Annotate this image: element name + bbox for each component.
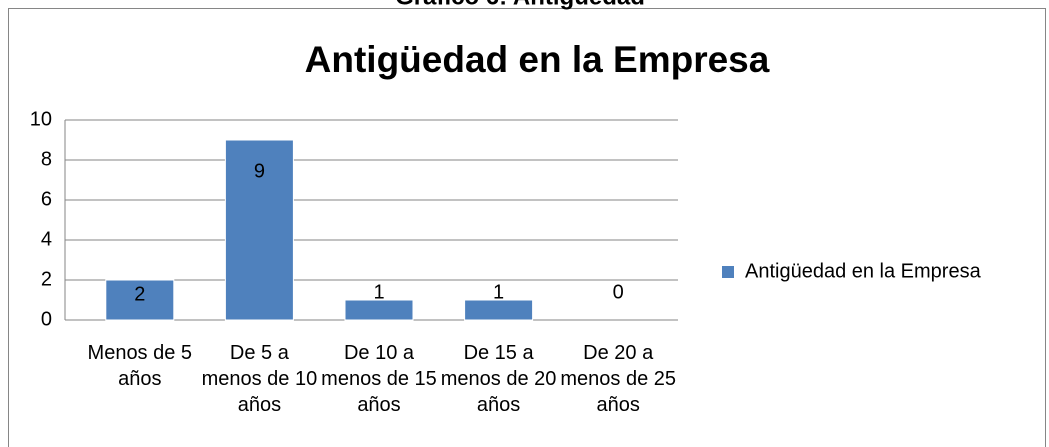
x-tick-label: De 10 a menos de 15 años bbox=[321, 342, 437, 416]
data-label: 2 bbox=[134, 283, 145, 305]
bar bbox=[464, 299, 534, 321]
bar bbox=[105, 279, 175, 321]
x-tick-label: De 5 a menos de 10 años bbox=[201, 342, 318, 416]
y-tick-label: 2 bbox=[41, 268, 52, 290]
data-label: 0 bbox=[613, 281, 624, 303]
y-tick-label: 4 bbox=[41, 228, 52, 250]
x-tick-label: De 15 a menos de 20 años bbox=[440, 342, 557, 416]
bar bbox=[344, 299, 414, 321]
x-tick-label: De 20 a menos de 25 años bbox=[560, 342, 676, 416]
data-label: 9 bbox=[254, 160, 265, 182]
data-label: 1 bbox=[493, 281, 504, 303]
x-tick-label: Menos de 5 años bbox=[87, 342, 193, 390]
chart-title: Antigüedad en la Empresa bbox=[305, 39, 770, 80]
y-tick-label: 10 bbox=[30, 108, 52, 130]
caption: Gráfico 6: Antigüedad bbox=[395, 0, 645, 10]
y-tick-label: 0 bbox=[41, 308, 52, 330]
y-tick-label: 8 bbox=[41, 148, 52, 170]
y-tick-label: 6 bbox=[41, 188, 52, 210]
legend-swatch bbox=[722, 266, 734, 278]
legend-label: Antigüedad en la Empresa bbox=[745, 260, 982, 282]
data-label: 1 bbox=[373, 281, 384, 303]
chart-border bbox=[8, 8, 1046, 447]
bar bbox=[224, 139, 294, 321]
